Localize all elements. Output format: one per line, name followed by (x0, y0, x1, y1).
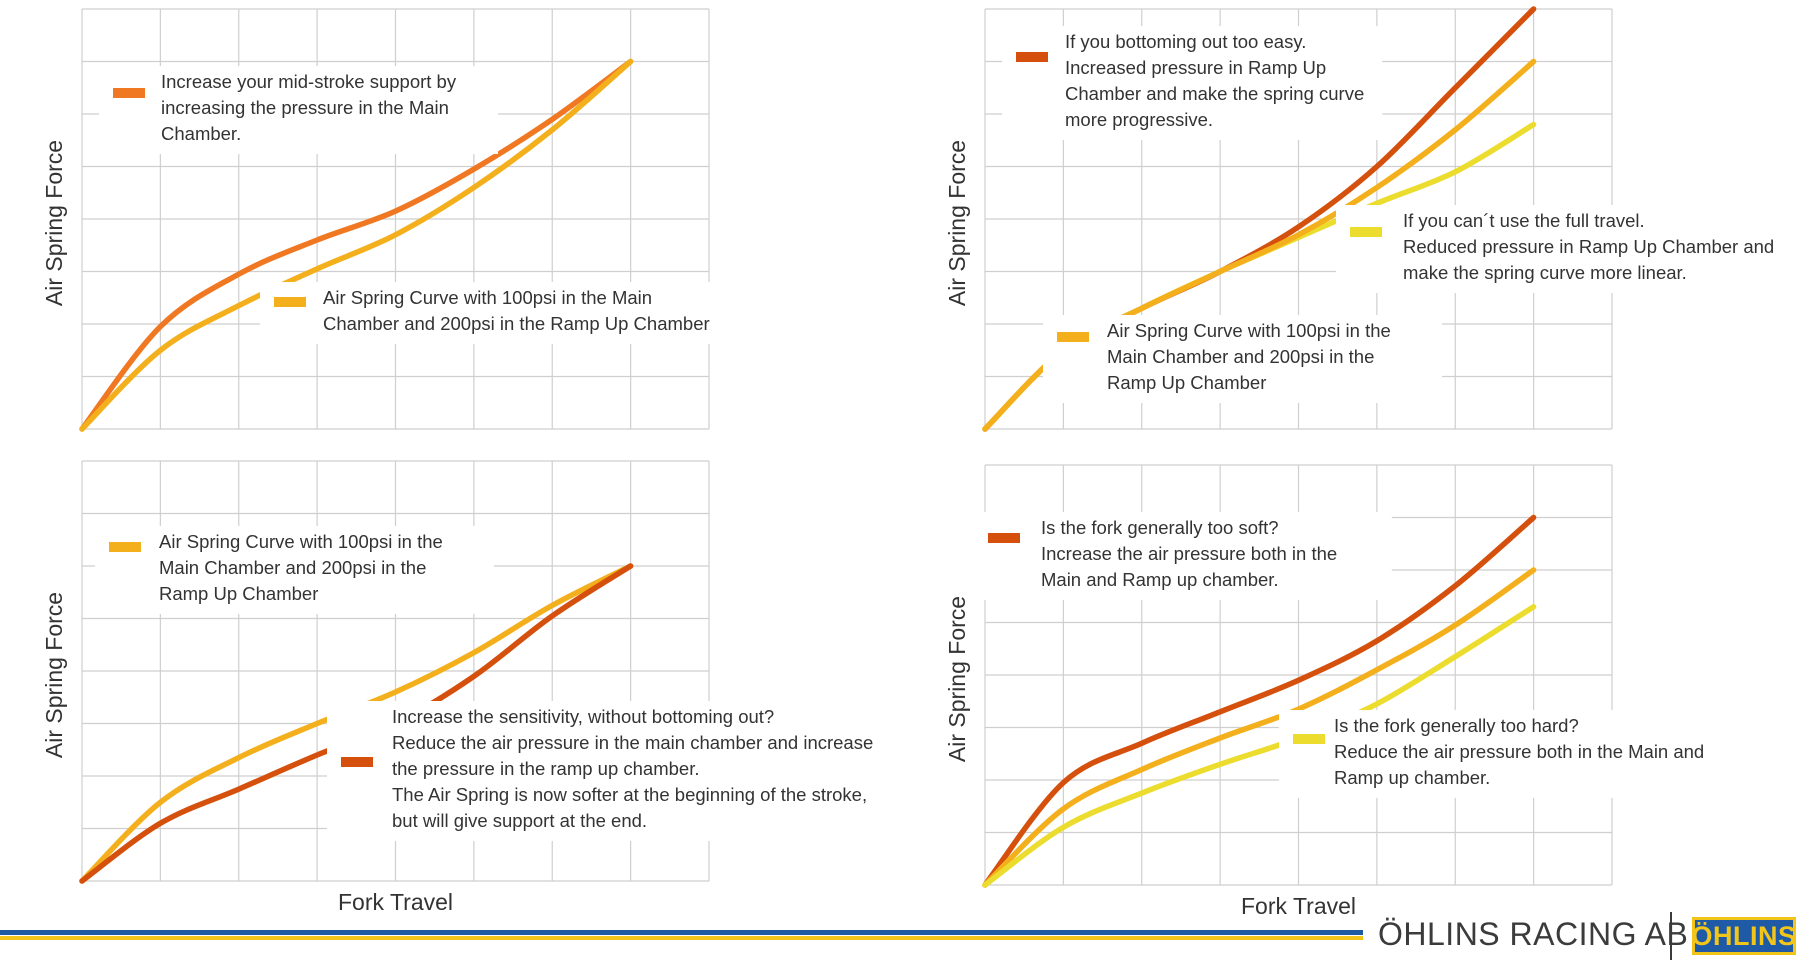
legend-entry-2: If you can´t use the full travel. Reduced… (1336, 205, 1774, 293)
x-axis-label: Fork Travel (338, 889, 453, 915)
footer-separator (1670, 912, 1672, 960)
ohlins-logo: ÖHLINS (1692, 917, 1796, 955)
legend-text-line: more progressive. (1065, 109, 1213, 130)
legend-swatch (1057, 332, 1089, 342)
legend-text-line: If you can´t use the full travel. (1403, 210, 1645, 231)
legend-text-line: Is the fork generally too hard? (1334, 715, 1579, 736)
company-name: ÖHLINS RACING AB (1378, 916, 1689, 952)
y-axis-label: Air Spring Force (41, 592, 67, 758)
legend-background (95, 526, 494, 614)
y-axis-label: Air Spring Force (944, 596, 970, 762)
legend-text-line: Main Chamber and 200psi in the (159, 557, 426, 578)
chart-4: Is the fork generally too soft? Increase … (944, 464, 1763, 919)
legend-entry-2: Increase the sensitivity, without bottom… (327, 701, 961, 841)
legend-background (99, 66, 498, 154)
series-line-1 (982, 514, 1537, 888)
legend-text-line: Reduced pressure in Ramp Up Chamber and (1403, 236, 1774, 257)
legend-swatch (1016, 52, 1048, 62)
x-axis-label: Fork Travel (1241, 893, 1356, 919)
legend-text-line: The Air Spring is now softer at the begi… (392, 784, 867, 805)
series-line-2 (79, 58, 634, 432)
chart-3: Air Spring Curve with 100psi in the Main … (41, 460, 961, 915)
legend-text-line: If you bottoming out too easy. (1065, 31, 1306, 52)
legend-background (1279, 710, 1763, 798)
legend-text-line: Increase the air pressure both in the (1041, 543, 1337, 564)
legend-text-line: Ramp Up Chamber (159, 583, 318, 604)
legend-entry-2: Is the fork generally too hard? Reduce th… (1279, 710, 1763, 798)
legend-text-line: Is the fork generally too soft? (1041, 517, 1279, 538)
legend-text-line: Reduce the air pressure in the main cham… (392, 732, 873, 753)
legend-text-line: Ramp up chamber. (1334, 767, 1490, 788)
legend-text-line: Main Chamber and 200psi in the (1107, 346, 1374, 367)
legend-entry-1: If you bottoming out too easy. Increased … (1002, 26, 1383, 140)
legend-background (1002, 26, 1383, 140)
series-line-3 (982, 604, 1537, 888)
legend-entry-2: Air Spring Curve with 100psi in the Main… (260, 282, 716, 344)
legend-swatch (988, 533, 1020, 543)
legend-text-line: Main and Ramp up chamber. (1041, 569, 1279, 590)
legend-swatch (113, 88, 145, 98)
logo-text: ÖHLINS (1691, 920, 1797, 951)
legend-text-line: Chamber. (161, 123, 241, 144)
y-axis-label: Air Spring Force (41, 140, 67, 306)
series-line-2 (982, 567, 1537, 888)
chart-1: Increase your mid-stroke support by incre… (41, 8, 716, 432)
legend-text-line: Increased pressure in Ramp Up (1065, 57, 1326, 78)
legend-swatch (109, 542, 141, 552)
series-line-1 (79, 58, 634, 432)
legend-entry-1: Air Spring Curve with 100psi in the Main … (95, 526, 494, 614)
legend-text-line: Ramp Up Chamber (1107, 372, 1266, 393)
legend-text-line: Increase your mid-stroke support by (161, 71, 457, 92)
chart-2: If you bottoming out too easy. Increased … (944, 6, 1774, 432)
legend-entry-1: Increase your mid-stroke support by incre… (99, 66, 498, 154)
legend-text-line: Chamber and 200psi in the Ramp Up Chambe… (323, 313, 710, 334)
legend-background (260, 282, 716, 344)
legend-text-line: make the spring curve more linear. (1403, 262, 1687, 283)
legend-text-line: the pressure in the ramp up chamber. (392, 758, 699, 779)
legend-text-line: but will give support at the end. (392, 810, 647, 831)
footer-stripe-yellow (0, 936, 1363, 940)
legend-text-line: Air Spring Curve with 100psi in the Main (323, 287, 652, 308)
y-axis-label: Air Spring Force (944, 140, 970, 306)
legend-text-line: Increase the sensitivity, without bottom… (392, 706, 774, 727)
legend-entry-3: Air Spring Curve with 100psi in the Main … (1043, 315, 1442, 403)
legend-text-line: Reduce the air pressure both in the Main… (1334, 741, 1704, 762)
legend-text-line: Air Spring Curve with 100psi in the (1107, 320, 1391, 341)
legend-swatch (274, 297, 306, 307)
legend-background (974, 512, 1392, 600)
legend-text-line: Air Spring Curve with 100psi in the (159, 531, 443, 552)
legend-background (327, 701, 961, 841)
legend-swatch (341, 757, 373, 767)
legend-entry-1: Is the fork generally too soft? Increase … (974, 512, 1392, 600)
legend-background (1043, 315, 1442, 403)
legend-swatch (1350, 227, 1382, 237)
legend-text-line: increasing the pressure in the Main (161, 97, 449, 118)
legend-text-line: Chamber and make the spring curve (1065, 83, 1364, 104)
legend-swatch (1293, 734, 1325, 744)
legend-background (1336, 205, 1773, 293)
footer-stripe-blue (0, 930, 1363, 935)
